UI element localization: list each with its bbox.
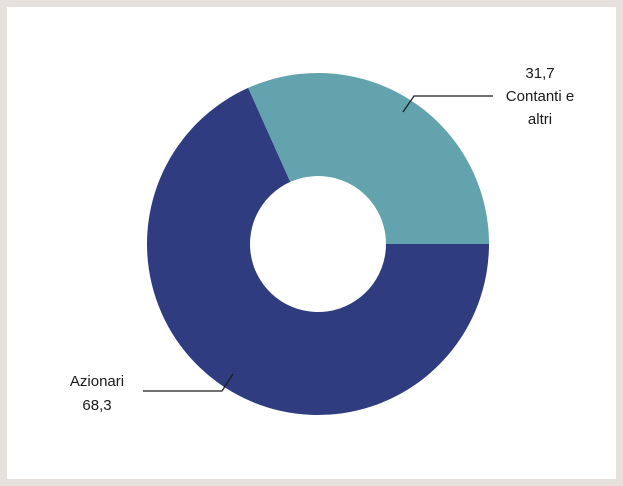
leader-line-contanti (402, 95, 493, 113)
donut-slice-azionari (146, 87, 489, 416)
leader-line-azionari (143, 373, 234, 392)
slice-name-label-azionari: Azionari (70, 373, 124, 390)
slice-value-label-contanti: 31,7 (525, 65, 554, 82)
slice-name-label-contanti-line2: altri (528, 111, 552, 128)
leader-lines (143, 95, 493, 392)
slice-name-label-contanti-line1: Contanti e (506, 88, 574, 105)
donut-slice-contanti-e-altri (248, 72, 489, 244)
donut-slices (146, 72, 489, 416)
slice-value-label-azionari: 68,3 (82, 397, 111, 414)
